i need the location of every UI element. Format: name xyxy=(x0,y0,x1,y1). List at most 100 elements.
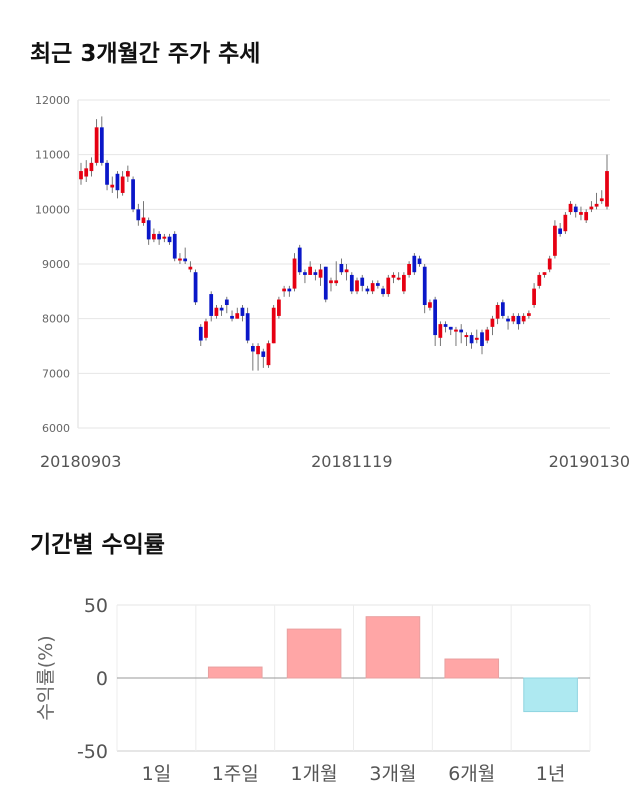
candle-body xyxy=(412,255,417,273)
candle-body xyxy=(308,266,313,275)
candle-body xyxy=(334,280,339,284)
candle-body xyxy=(355,280,359,292)
candle-body xyxy=(115,173,120,191)
candle-body xyxy=(521,315,526,322)
candle-body xyxy=(131,179,135,210)
candle-body xyxy=(490,318,495,327)
candle-body xyxy=(214,307,219,316)
candle-body xyxy=(506,318,510,322)
candle-body xyxy=(443,324,448,327)
candle-body xyxy=(136,209,141,221)
y-tick-label: 8000 xyxy=(42,313,70,326)
candle-body xyxy=(537,274,542,286)
y-tick-label: 9000 xyxy=(42,258,70,271)
candle-body xyxy=(464,335,469,338)
return-bar xyxy=(523,677,578,713)
candle-body xyxy=(344,269,349,273)
y-tick-label: 6000 xyxy=(42,422,70,435)
y-tick-label: 11000 xyxy=(35,149,70,162)
candle-body xyxy=(532,288,536,305)
candle-body xyxy=(500,302,505,316)
candle-body xyxy=(422,266,427,305)
candle-body xyxy=(204,321,208,338)
y-tick-label: 50 xyxy=(84,595,108,617)
candle-body xyxy=(162,236,167,239)
candle-body xyxy=(94,127,99,163)
candle-body xyxy=(516,315,521,325)
candle-body xyxy=(563,214,568,232)
candle-body xyxy=(417,258,422,264)
candle-body xyxy=(313,272,318,275)
candle-body xyxy=(386,277,391,295)
candle-body xyxy=(323,266,328,300)
candle-body xyxy=(271,307,276,344)
candle-body xyxy=(474,337,479,340)
candle-body xyxy=(152,233,156,240)
candle-body xyxy=(448,326,453,330)
candle-body xyxy=(282,288,286,292)
candle-body xyxy=(120,176,125,193)
candle-body xyxy=(573,206,578,213)
candle-body xyxy=(438,324,443,338)
y-axis-label: 수익률(%) xyxy=(35,635,57,720)
candle-body xyxy=(459,329,464,333)
period-return-title: 기간별 수익률 xyxy=(30,532,165,558)
candle-body xyxy=(594,203,599,207)
candle-body xyxy=(391,274,396,278)
candle-body xyxy=(84,168,89,177)
x-tick-label: 1일 xyxy=(142,763,172,785)
candle-body xyxy=(224,299,229,305)
candle-body xyxy=(568,203,573,213)
candle-body xyxy=(375,283,380,286)
candle-body xyxy=(485,329,490,341)
candle-body xyxy=(125,171,130,177)
y-tick-label: 10000 xyxy=(35,203,70,216)
candle-body xyxy=(110,184,115,188)
return-bar xyxy=(444,658,500,679)
candle-body xyxy=(292,258,297,289)
candle-body xyxy=(584,212,589,221)
candle-body xyxy=(542,272,547,275)
candle-body xyxy=(428,302,432,308)
x-tick-label: 1개월 xyxy=(291,763,338,785)
candle-body xyxy=(547,258,552,270)
candle-body xyxy=(79,171,83,180)
candle-body xyxy=(407,264,411,275)
candle-body xyxy=(245,313,250,341)
candle-body xyxy=(511,315,516,322)
y-tick-label: 0 xyxy=(96,668,108,690)
candle-body xyxy=(365,288,370,292)
price-trend-title: 최근 3개월간 주가 추세 xyxy=(30,41,261,67)
candle-body xyxy=(230,315,234,319)
candle-body xyxy=(146,220,151,240)
x-tick-label: 1주일 xyxy=(212,763,259,785)
candle-body xyxy=(349,274,354,292)
candle-body xyxy=(396,277,401,280)
candle-body xyxy=(454,329,458,332)
candle-body xyxy=(303,272,307,275)
candle-body xyxy=(381,288,385,295)
candle-body xyxy=(89,162,94,172)
y-tick-label: 12000 xyxy=(35,94,70,107)
candle-body xyxy=(209,294,214,316)
candle-body xyxy=(188,266,193,270)
x-tick-label: 6개월 xyxy=(448,763,495,785)
candle-body xyxy=(219,307,224,311)
candle-body xyxy=(261,351,266,357)
candle-body xyxy=(240,307,245,316)
return-bar xyxy=(365,616,421,679)
y-tick-label: 7000 xyxy=(42,367,70,380)
candle-body xyxy=(339,264,344,273)
candle-body xyxy=(178,258,182,261)
y-tick-label: -50 xyxy=(77,741,108,763)
candle-body xyxy=(99,127,104,163)
x-tick-label: 20190130 xyxy=(549,452,630,471)
candle-body xyxy=(167,236,172,243)
return-bar xyxy=(286,628,342,679)
candle-body xyxy=(250,346,255,352)
candle-body xyxy=(277,299,281,316)
candlestick-chart: 6000 7000 8000 9000 10000 11000 12000 20180903 2… xyxy=(35,94,630,471)
candle-body xyxy=(329,280,333,284)
candle-body xyxy=(287,288,292,292)
